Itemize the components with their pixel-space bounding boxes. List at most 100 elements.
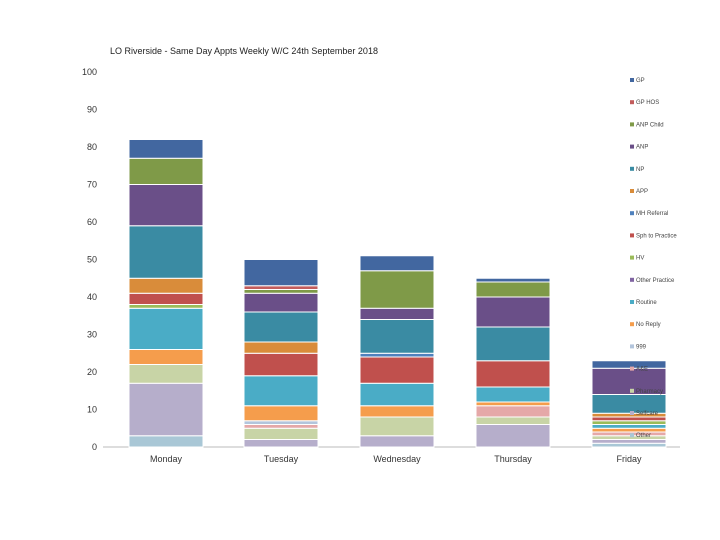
legend-label: HV	[636, 256, 644, 262]
bar-segment	[243, 439, 319, 448]
legend-label: ANP Child	[636, 122, 664, 128]
bar-segment	[591, 442, 667, 448]
legend-swatch	[630, 344, 634, 349]
legend-swatch	[630, 166, 634, 171]
legend-swatch	[630, 277, 634, 282]
legend-label: No Reply	[636, 322, 661, 328]
bar-segment	[243, 311, 319, 343]
bar-segment	[591, 424, 667, 429]
legend-swatch	[630, 433, 634, 438]
bar-segment	[591, 431, 667, 437]
y-tick-label: 60	[87, 217, 97, 227]
bar-segment	[128, 382, 204, 437]
bar-segment	[243, 285, 319, 290]
bar-segment	[243, 259, 319, 287]
bar-segment	[359, 382, 435, 407]
bar-segment	[243, 341, 319, 354]
legend-label: A&E	[636, 367, 648, 373]
bar-segment	[128, 307, 204, 350]
bar-segment	[128, 184, 204, 227]
legend-label: Other	[636, 433, 651, 439]
bar-segment	[243, 420, 319, 425]
legend-swatch	[630, 388, 634, 393]
legend-swatch	[630, 211, 634, 216]
bar-segment	[359, 405, 435, 418]
bar-segment	[243, 289, 319, 294]
bars	[128, 139, 667, 448]
y-tick-label: 0	[92, 442, 97, 452]
bar-segment	[359, 307, 435, 320]
bar-segment	[475, 296, 551, 328]
bar-segment	[475, 281, 551, 298]
bar-segment	[243, 427, 319, 440]
bar-segment	[128, 435, 204, 448]
bar-segment	[243, 375, 319, 407]
y-tick-label: 80	[87, 142, 97, 152]
bar-segment	[128, 225, 204, 279]
bar-segment	[128, 157, 204, 185]
bar-segment	[359, 356, 435, 384]
bar-segment	[475, 424, 551, 448]
x-tick-label: Monday	[150, 454, 183, 464]
bar-segment	[243, 352, 319, 377]
bar-segment	[128, 277, 204, 294]
x-axis: Monday Tuesday Wednesday Thursday Friday	[150, 454, 642, 464]
bar-segment	[359, 319, 435, 354]
bar-segment	[475, 401, 551, 407]
legend-label: MH Referral	[636, 211, 668, 217]
chart-title: LO Riverside - Same Day Appts Weekly W/C…	[110, 46, 378, 56]
legend-label: Other Practice	[636, 278, 675, 284]
legend: GP GP HOS ANP Child ANP NP APP MH Referral Sph …	[630, 78, 677, 439]
legend-swatch	[630, 233, 634, 238]
y-tick-label: 50	[87, 255, 97, 265]
legend-label: Routine	[636, 300, 657, 306]
x-tick-label: Tuesday	[264, 454, 299, 464]
bar-segment	[359, 435, 435, 448]
legend-swatch	[630, 100, 634, 105]
bar-segment	[128, 349, 204, 365]
bar-segment	[243, 405, 319, 422]
legend-label: GP	[636, 78, 645, 84]
legend-label: ANP	[636, 145, 648, 151]
bar-segment	[128, 304, 204, 309]
y-tick-label: 20	[87, 367, 97, 377]
legend-swatch	[630, 255, 634, 260]
legend-swatch	[630, 366, 634, 371]
bar-segment	[359, 270, 435, 309]
legend-swatch	[630, 78, 634, 82]
bar-segment	[475, 386, 551, 403]
bar-segment	[475, 416, 551, 425]
bar-segment	[591, 416, 667, 422]
bar-segment	[359, 255, 435, 272]
bar-segment	[591, 439, 667, 444]
legend-label: GP HOS	[636, 100, 659, 106]
legend-swatch	[630, 300, 634, 304]
y-tick-label: 100	[82, 67, 97, 77]
bar-segment	[475, 277, 551, 283]
bar-segment	[128, 292, 204, 305]
legend-label: 999	[636, 344, 647, 350]
legend-swatch	[630, 189, 634, 193]
bar-segment	[128, 364, 204, 384]
y-tick-label: 70	[87, 180, 97, 190]
bar-segment	[243, 424, 319, 429]
bar-segment	[243, 292, 319, 313]
y-tick-label: 10	[87, 405, 97, 415]
y-axis: 0 10 20 30 40 50 60 70 80 90 100	[82, 67, 97, 452]
legend-swatch	[630, 411, 634, 415]
bar-segment	[591, 360, 667, 369]
y-tick-label: 90	[87, 105, 97, 115]
legend-swatch	[630, 144, 634, 149]
legend-label: Pharmacy	[636, 389, 663, 395]
bar-segment	[475, 326, 551, 362]
bar-segment	[591, 427, 667, 433]
legend-label: Sph to Practice	[636, 233, 677, 239]
legend-label: Selfcare	[636, 411, 659, 417]
bar-segment	[591, 435, 667, 440]
bar-segment	[475, 360, 551, 388]
bar-segment	[475, 405, 551, 418]
bar-segment	[359, 352, 435, 358]
bar-segment	[591, 367, 667, 395]
x-tick-label: Thursday	[494, 454, 532, 464]
